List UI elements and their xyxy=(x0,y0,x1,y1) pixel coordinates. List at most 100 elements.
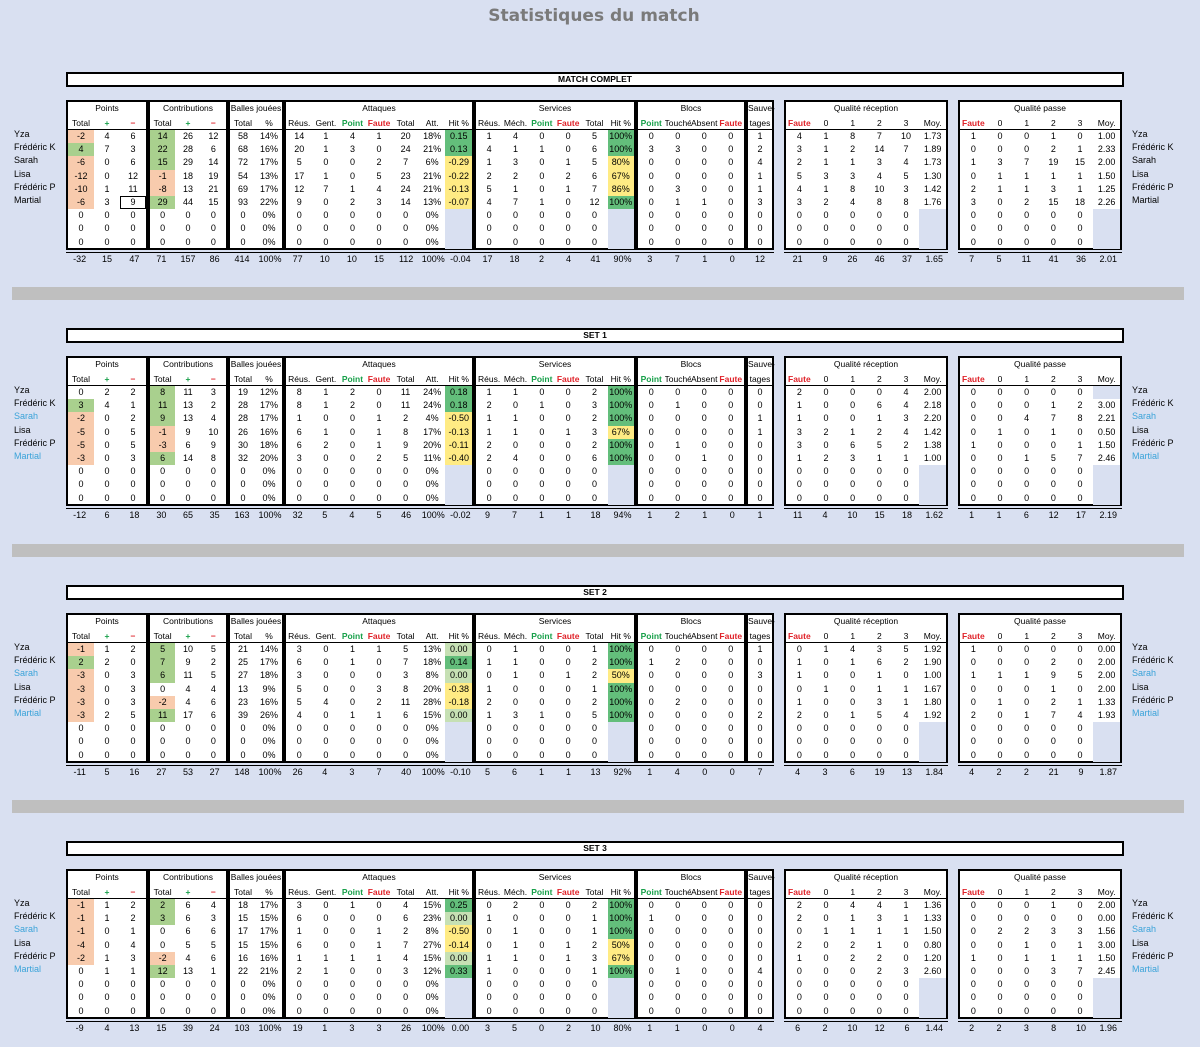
table-cell[interactable]: 1 xyxy=(757,183,763,194)
table-cell[interactable]: 0 xyxy=(728,236,734,247)
table-cell[interactable]: 1 xyxy=(823,131,829,141)
table-cell[interactable]: 0 xyxy=(728,196,734,207)
table-cell[interactable]: 100% xyxy=(607,899,634,913)
table-cell[interactable]: 11 xyxy=(128,183,138,194)
table-cell[interactable]: 0 xyxy=(823,696,829,707)
table-cell[interactable]: -3 xyxy=(68,669,94,683)
table-cell[interactable]: 27 xyxy=(237,670,248,681)
table-cell[interactable]: 1 xyxy=(565,183,571,194)
table-cell[interactable]: 0.13 xyxy=(445,143,473,157)
table-cell[interactable]: 1 xyxy=(104,644,110,654)
table-cell[interactable]: 4 xyxy=(850,900,856,910)
table-cell[interactable]: 0 xyxy=(323,644,329,654)
table-cell[interactable]: 0 xyxy=(675,131,681,141)
table-cell[interactable] xyxy=(445,722,473,736)
table-cell[interactable]: 1.42 xyxy=(923,426,942,437)
table-cell[interactable]: 0 xyxy=(512,965,518,976)
table-cell[interactable]: 0 xyxy=(757,939,763,950)
table-cell[interactable]: 1 xyxy=(486,426,492,437)
table-cell[interactable]: 0 xyxy=(240,979,246,990)
table-cell[interactable]: 0 xyxy=(823,736,829,747)
table-cell[interactable]: 0 xyxy=(185,749,191,760)
table-cell[interactable]: 0 xyxy=(323,900,329,910)
table-cell[interactable]: 0 xyxy=(701,939,707,950)
table-cell[interactable]: 0 xyxy=(997,413,1003,424)
table-cell[interactable]: 0 xyxy=(728,696,734,707)
table-cell[interactable]: 1 xyxy=(796,413,802,424)
table-cell[interactable]: 1 xyxy=(997,183,1003,194)
table-cell[interactable]: 0 xyxy=(565,492,571,503)
table-cell[interactable]: 0 xyxy=(323,657,329,668)
table-cell[interactable]: 16% xyxy=(259,952,278,963)
table-cell[interactable]: 0 xyxy=(850,236,856,247)
table-cell[interactable]: 3 xyxy=(1050,926,1056,937)
table-cell[interactable]: 0 xyxy=(757,479,763,490)
table-cell[interactable]: 0 xyxy=(1050,736,1056,747)
table-cell[interactable]: 0 xyxy=(403,466,409,477)
table-cell[interactable]: 0 xyxy=(796,979,802,990)
table-cell[interactable]: 0 xyxy=(591,736,597,747)
table-cell[interactable]: 0 xyxy=(796,1005,802,1016)
table-cell[interactable]: 2 xyxy=(104,709,110,720)
table-cell[interactable]: 0 xyxy=(876,723,882,734)
table-cell[interactable]: 0 xyxy=(1077,657,1083,668)
table-cell[interactable]: 0.00 xyxy=(445,643,473,657)
table-cell[interactable]: 0 xyxy=(565,223,571,234)
table-cell[interactable]: 0 xyxy=(1024,400,1030,411)
table-cell[interactable]: -2 xyxy=(68,412,94,426)
table-cell[interactable]: 0% xyxy=(262,236,276,247)
table-cell[interactable]: 6 xyxy=(876,400,882,411)
table-cell[interactable]: 1 xyxy=(1050,400,1056,411)
table-cell[interactable]: 17% xyxy=(259,413,278,424)
table-cell[interactable]: 0 xyxy=(539,439,545,450)
table-cell[interactable]: 0 xyxy=(1050,979,1056,990)
table-cell[interactable]: 0 xyxy=(728,952,734,963)
table-cell[interactable]: 0% xyxy=(262,492,276,503)
table-cell[interactable]: 0 xyxy=(240,492,246,503)
table-cell[interactable]: 0 xyxy=(376,657,382,668)
table-cell[interactable]: 0.33 xyxy=(445,964,473,979)
table-cell[interactable]: 0 xyxy=(970,236,976,247)
table-cell[interactable]: 0 xyxy=(648,992,654,1003)
table-cell[interactable]: 0 xyxy=(675,913,681,924)
table-cell[interactable]: 10 xyxy=(874,183,885,194)
table-cell[interactable]: 2.00 xyxy=(1097,900,1116,910)
table-cell[interactable]: 2.20 xyxy=(923,413,942,424)
table-cell[interactable]: 0 xyxy=(296,479,302,490)
table-cell[interactable]: 14% xyxy=(259,131,278,141)
table-cell[interactable]: 8 xyxy=(296,387,302,397)
table-cell[interactable]: 0 xyxy=(823,939,829,950)
table-cell[interactable]: 0 xyxy=(823,723,829,734)
table-cell[interactable]: 0.00 xyxy=(1097,913,1116,924)
table-cell[interactable]: 1 xyxy=(823,644,829,654)
table-cell[interactable]: 2 xyxy=(486,400,492,411)
table-cell[interactable]: 1 xyxy=(512,939,518,950)
table-cell[interactable]: 24% xyxy=(423,400,442,411)
table-cell[interactable]: 0 xyxy=(376,466,382,477)
table-cell[interactable]: 3 xyxy=(150,912,176,926)
table-cell[interactable]: 0 xyxy=(903,939,909,950)
table-cell[interactable]: 0 xyxy=(160,926,166,937)
table-cell[interactable]: 11 xyxy=(183,387,193,397)
table-cell[interactable]: 0 xyxy=(1050,387,1056,397)
table-cell[interactable]: 1 xyxy=(565,157,571,168)
table-cell[interactable]: 0 xyxy=(1050,439,1056,450)
table-cell[interactable]: 0 xyxy=(1024,466,1030,477)
table-cell[interactable]: 0 xyxy=(970,939,976,950)
table-cell[interactable]: 0 xyxy=(349,439,355,450)
table-cell[interactable] xyxy=(1093,1004,1121,1018)
table-cell[interactable]: 0 xyxy=(970,965,976,976)
table-cell[interactable]: 0 xyxy=(757,683,763,694)
table-cell[interactable]: 0 xyxy=(701,979,707,990)
table-cell[interactable]: 0 xyxy=(539,736,545,747)
table-cell[interactable]: 9 xyxy=(120,195,146,210)
table-cell[interactable]: 0 xyxy=(591,1005,597,1016)
table-cell[interactable]: 7 xyxy=(403,157,409,168)
table-cell[interactable] xyxy=(607,491,634,505)
table-cell[interactable]: 1.00 xyxy=(1097,131,1116,141)
table-cell[interactable]: 5 xyxy=(403,644,409,654)
table-cell[interactable]: 0 xyxy=(903,992,909,1003)
table-cell[interactable]: 0 xyxy=(1024,723,1030,734)
table-cell[interactable]: 3 xyxy=(591,400,597,411)
table-cell[interactable]: 18 xyxy=(182,170,193,181)
